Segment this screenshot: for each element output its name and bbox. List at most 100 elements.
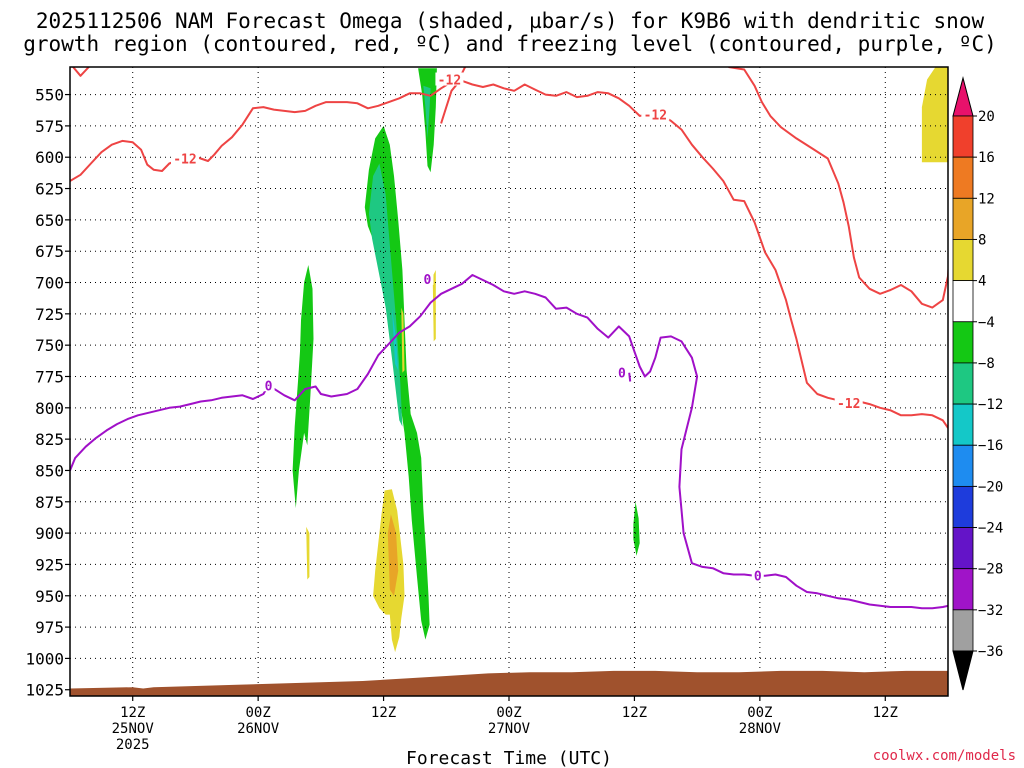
colorbar-max-arrow xyxy=(952,76,974,117)
chart-title-line: growth region (contoured, red, ºC) and f… xyxy=(23,32,997,56)
colorbar-min-arrow xyxy=(952,650,974,691)
omega-area xyxy=(391,307,399,371)
colorbar-tick-label: −28 xyxy=(978,562,1003,578)
chart-title-line: 2025112506 NAM Forecast Omega (shaded, µ… xyxy=(36,9,985,33)
y-tick-label: 850 xyxy=(35,461,64,480)
y-tick-label: 900 xyxy=(35,524,64,543)
colorbar-tick-label: −4 xyxy=(978,315,995,331)
colorbar-swatch xyxy=(952,485,974,528)
x-tick-label: 12Z xyxy=(371,705,396,721)
omega-area xyxy=(633,501,640,556)
y-tick-label: 700 xyxy=(35,274,64,293)
omega-area xyxy=(401,307,405,373)
dgz-contour xyxy=(440,67,466,124)
colorbar-tick-label: 12 xyxy=(978,191,995,207)
omega-area xyxy=(292,265,314,509)
colorbar-tick-label: −32 xyxy=(978,603,1003,619)
omega-area xyxy=(373,489,405,653)
omega-area xyxy=(306,526,310,580)
contour-label-bg xyxy=(170,151,199,165)
contour-labels: -12 -12 -12 -12 0 0 0 0 xyxy=(170,72,863,585)
credit-text: coolwx.com/models xyxy=(873,748,1016,764)
chart-title: 2025112506 NAM Forecast Omega (shaded, µ… xyxy=(23,9,997,56)
y-axis: 550 575 600 625 650 675 700 725 750 775 800 825 850 8… xyxy=(25,86,70,700)
contour-label: -12 xyxy=(173,152,196,167)
contour-label: 0 xyxy=(618,367,626,382)
contour-label-bg xyxy=(834,395,863,409)
x-tick-label: 00Z xyxy=(747,705,772,721)
colorbar: 20 16 12 8 4 −4 −8 −12 −16 −20 −24 −28 −32 −36 xyxy=(952,76,1003,691)
x-tick-label: 25NOV xyxy=(112,721,155,737)
colorbar-swatch xyxy=(952,444,974,487)
contour-label-bg xyxy=(262,378,275,392)
colorbar-tick-label: −36 xyxy=(978,644,1003,660)
x-tick-label: 00Z xyxy=(245,705,270,721)
x-tick-label: 26NOV xyxy=(237,721,280,737)
omega-area xyxy=(423,85,431,139)
omega-area xyxy=(432,270,436,342)
colorbar-swatch xyxy=(952,115,974,158)
omega-area xyxy=(368,163,403,427)
y-tick-label: 1000 xyxy=(25,649,64,668)
colorbar-swatch xyxy=(952,321,974,364)
contours xyxy=(70,67,948,610)
y-tick-label: 575 xyxy=(35,117,64,136)
contour-label: -12 xyxy=(438,74,461,89)
y-tick-label: 825 xyxy=(35,430,64,449)
dgz-contour xyxy=(72,67,90,77)
colorbar-swatch xyxy=(952,239,974,282)
colorbar-swatch xyxy=(952,362,974,405)
plot-area: -12 -12 -12 -12 0 0 0 0 xyxy=(70,67,948,696)
contour-label: 0 xyxy=(754,570,762,585)
dgz-contour xyxy=(70,79,948,429)
y-tick-label: 800 xyxy=(35,399,64,418)
y-tick-label: 775 xyxy=(35,367,64,386)
colorbar-tick-label: 16 xyxy=(978,150,995,166)
x-tick-label: 00Z xyxy=(496,705,521,721)
colorbar-tick-label: −12 xyxy=(978,397,1003,413)
omega-area xyxy=(387,514,399,596)
x-tick-label: 12Z xyxy=(873,705,898,721)
contour-label-bg xyxy=(751,568,764,582)
y-tick-label: 675 xyxy=(35,242,64,261)
contour-label: 0 xyxy=(424,273,432,288)
contour-label-bg xyxy=(641,107,670,121)
colorbar-tick-label: 8 xyxy=(978,232,986,248)
y-tick-label: 550 xyxy=(35,86,64,105)
x-axis-label: Forecast Time (UTC) xyxy=(406,748,612,768)
colorbar-swatch xyxy=(952,568,974,611)
y-tick-label: 600 xyxy=(35,148,64,167)
colorbar-swatch xyxy=(952,403,974,446)
y-tick-label: 1025 xyxy=(25,681,64,700)
dgz-contour xyxy=(728,67,948,309)
y-tick-label: 975 xyxy=(35,618,64,637)
contour-label: 0 xyxy=(265,379,273,394)
y-tick-label: 725 xyxy=(35,305,64,324)
y-tick-label: 650 xyxy=(35,211,64,230)
colorbar-tick-label: −16 xyxy=(978,438,1003,454)
contour-label-bg xyxy=(615,365,628,379)
contour-label-bg xyxy=(435,72,464,86)
x-tick-label: 12Z xyxy=(622,705,647,721)
freezing-level-contour xyxy=(628,372,632,382)
x-tick-label: 28NOV xyxy=(739,721,782,737)
y-tick-label: 925 xyxy=(35,555,64,574)
colorbar-tick-label: −20 xyxy=(978,479,1003,495)
omega-area xyxy=(921,67,948,163)
colorbar-swatch xyxy=(952,197,974,240)
grid xyxy=(70,67,948,696)
x-tick-label: 12Z xyxy=(120,705,145,721)
y-tick-label: 750 xyxy=(35,336,64,355)
terrain-fill xyxy=(70,670,948,696)
y-tick-label: 875 xyxy=(35,493,64,512)
contour-label: -12 xyxy=(837,397,860,412)
colorbar-swatch xyxy=(952,280,974,323)
plot-frame xyxy=(69,66,949,697)
colorbar-swatch xyxy=(952,527,974,570)
freezing-level-contour xyxy=(70,274,948,610)
x-tick-label: 27NOV xyxy=(488,721,531,737)
colorbar-tick-label: −24 xyxy=(978,521,1003,537)
contour-label: -12 xyxy=(644,109,667,124)
